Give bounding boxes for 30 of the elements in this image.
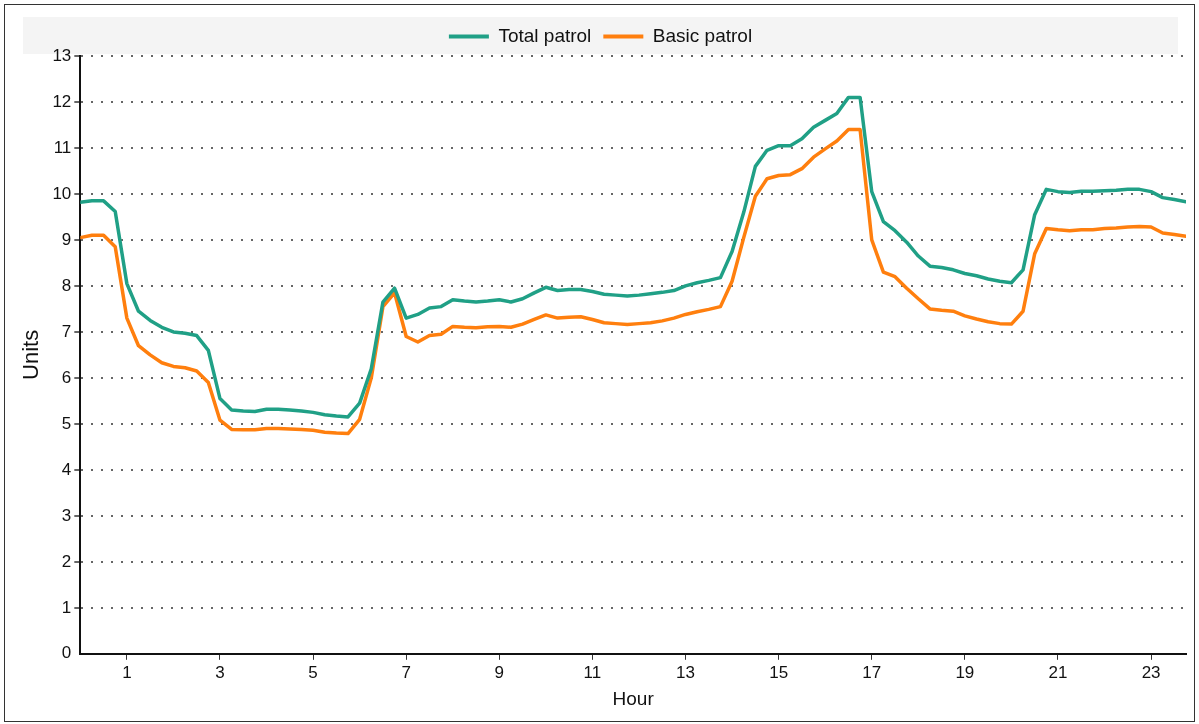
x-tick-label: 13	[676, 662, 695, 682]
y-axis-title: Units	[18, 329, 44, 380]
x-tick-label: 9	[494, 662, 505, 682]
x-tick-label: 21	[1048, 662, 1068, 682]
y-tick-label: 1	[61, 597, 72, 617]
y-tick-label: 9	[61, 229, 72, 249]
y-tick-label: 5	[61, 413, 72, 433]
y-tick-label: 12	[52, 91, 72, 111]
legend-label: Total patrol	[498, 24, 592, 46]
y-tick-label: 3	[61, 505, 72, 525]
y-tick-label: 13	[52, 45, 72, 65]
y-tick-label: 8	[61, 275, 72, 295]
x-tick-label: 3	[215, 662, 225, 682]
x-tick-label: 19	[955, 662, 975, 682]
y-tick-label: 2	[61, 551, 72, 571]
x-tick-label: 11	[583, 662, 602, 682]
y-tick-label: 0	[61, 643, 72, 663]
y-tick-label: 10	[52, 183, 72, 203]
y-tick-label: 4	[61, 459, 72, 479]
x-tick-label: 23	[1141, 662, 1161, 682]
x-tick-label: 15	[769, 662, 789, 682]
y-tick-label: 6	[61, 367, 72, 387]
x-tick-label: 5	[308, 662, 318, 682]
x-tick-label: 17	[862, 662, 882, 682]
legend-label: Basic patrol	[652, 24, 753, 46]
x-tick-label: 7	[401, 662, 411, 682]
x-axis-title: Hour	[612, 687, 655, 709]
y-tick-label: 11	[53, 137, 72, 157]
y-tick-label: 7	[61, 321, 72, 341]
x-tick-label: 1	[122, 662, 132, 682]
